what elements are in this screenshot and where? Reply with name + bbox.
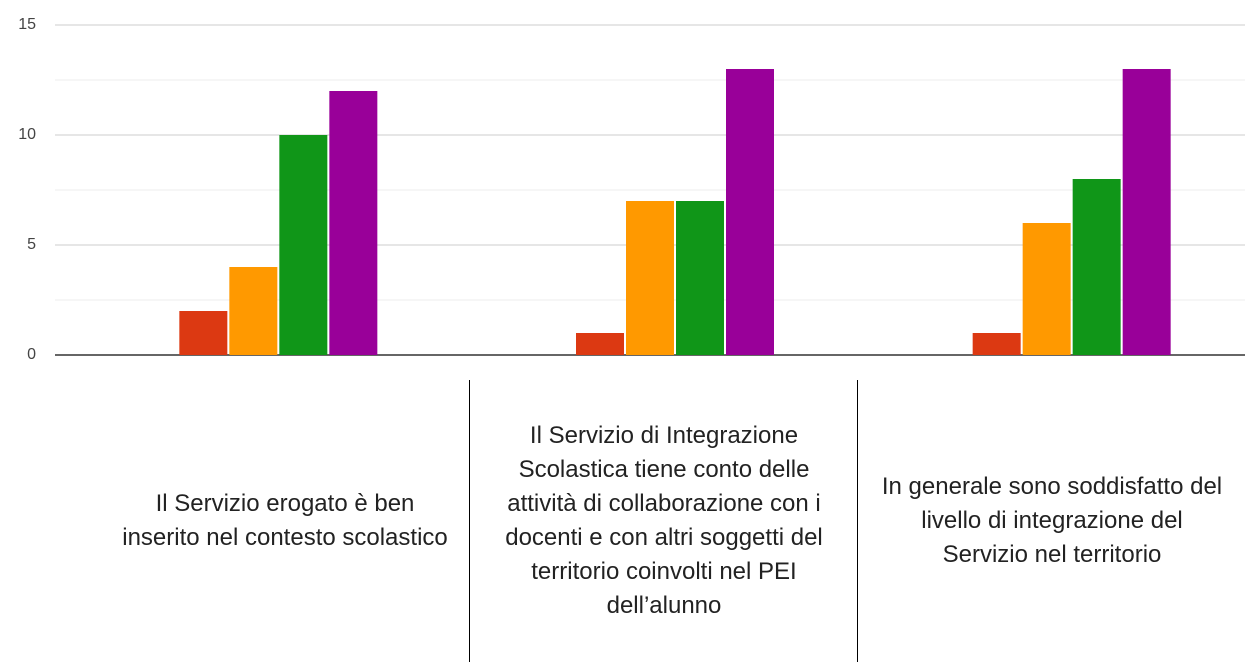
bar (279, 135, 328, 355)
x-tick-label: In generale sono soddisfatto del livello… (881, 473, 1223, 568)
y-tick-label: 5 (27, 236, 36, 253)
bar (1122, 69, 1171, 355)
separator (469, 380, 470, 662)
bar (179, 311, 228, 355)
x-label-box: In generale sono soddisfatto del livello… (877, 380, 1227, 662)
x-label-box: Il Servizio di Integrazione Scolastica t… (484, 380, 844, 662)
y-tick-label: 10 (18, 126, 36, 143)
separator (857, 380, 858, 662)
y-tick-label: 15 (18, 16, 36, 33)
x-label-box: Il Servizio erogato è ben inserito nel c… (120, 380, 450, 662)
bar (972, 333, 1021, 355)
bar (1022, 223, 1071, 355)
x-tick-label: Il Servizio erogato è ben inserito nel c… (122, 490, 448, 551)
bar (576, 333, 624, 355)
bar (626, 201, 674, 355)
bar (676, 201, 724, 355)
bar (726, 69, 774, 355)
plot: 0 5 10 15 (18, 16, 1245, 363)
bar (229, 267, 278, 355)
bar (329, 91, 378, 355)
x-tick-label: Il Servizio di Integrazione Scolastica t… (505, 422, 823, 619)
y-tick-label: 0 (27, 346, 36, 363)
bar (1072, 179, 1121, 355)
